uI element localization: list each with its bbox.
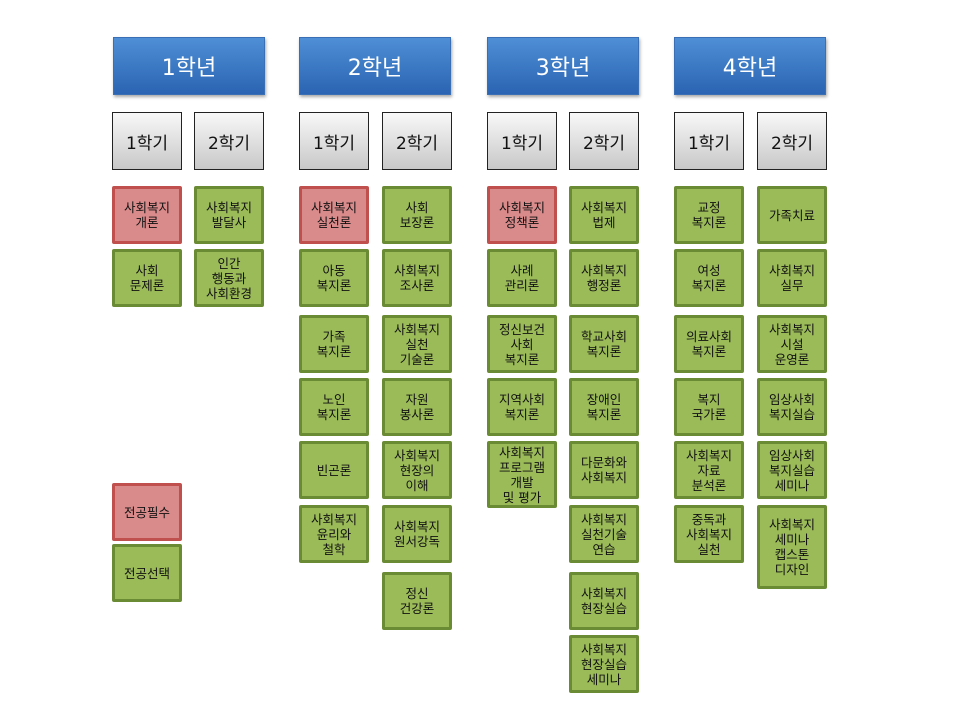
course-box: 교정 복지론	[674, 186, 744, 244]
course-box: 임상사회 복지실습 세미나	[757, 441, 827, 499]
course-box: 여성 복지론	[674, 249, 744, 307]
course-box: 학교사회 복지론	[569, 315, 639, 373]
course-box: 사회복지 발달사	[194, 186, 264, 244]
course-box: 가족치료	[757, 186, 827, 244]
semester-header: 1학기	[674, 112, 744, 170]
course-box: 사회복지 정책론	[487, 186, 557, 244]
course-box: 사회복지 현장실습	[569, 572, 639, 630]
course-box: 사회복지 세미나 캡스톤 디자인	[757, 505, 827, 589]
course-box: 사회복지 법제	[569, 186, 639, 244]
course-box: 복지 국가론	[674, 378, 744, 436]
semester-header: 1학기	[112, 112, 182, 170]
course-box: 사회복지 프로그램 개발 및 평가	[487, 441, 557, 508]
course-box: 사회 문제론	[112, 249, 182, 307]
course-box: 임상사회 복지실습	[757, 378, 827, 436]
legend-required: 전공필수	[112, 483, 182, 541]
semester-header: 1학기	[487, 112, 557, 170]
course-box: 아동 복지론	[299, 249, 369, 307]
year-header: 4학년	[674, 37, 826, 95]
course-box: 자원 봉사론	[382, 378, 452, 436]
course-box: 사회복지 조사론	[382, 249, 452, 307]
course-box: 사회 보장론	[382, 186, 452, 244]
course-box: 사회복지 윤리와 철학	[299, 505, 369, 563]
course-box: 정신 건강론	[382, 572, 452, 630]
course-box: 사회복지 자료 분석론	[674, 441, 744, 499]
course-box: 가족 복지론	[299, 315, 369, 373]
course-box: 장애인 복지론	[569, 378, 639, 436]
course-box: 인간 행동과 사회환경	[194, 249, 264, 307]
year-header: 1학년	[113, 37, 265, 95]
legend-elective: 전공선택	[112, 544, 182, 602]
course-box: 다문화와 사회복지	[569, 441, 639, 499]
course-box: 사회복지 실천 기술론	[382, 315, 452, 373]
semester-header: 2학기	[757, 112, 827, 170]
course-box: 사회복지 현장실습 세미나	[569, 635, 639, 693]
semester-header: 2학기	[569, 112, 639, 170]
course-box: 사회복지 현장의 이해	[382, 441, 452, 499]
semester-header: 2학기	[194, 112, 264, 170]
year-header: 2학년	[299, 37, 451, 95]
course-box: 사회복지 실천론	[299, 186, 369, 244]
course-box: 노인 복지론	[299, 378, 369, 436]
course-box: 사회복지 원서강독	[382, 505, 452, 563]
course-box: 빈곤론	[299, 441, 369, 499]
course-box: 의료사회 복지론	[674, 315, 744, 373]
course-box: 중독과 사회복지 실천	[674, 505, 744, 563]
course-box: 사례 관리론	[487, 249, 557, 307]
course-box: 정신보건 사회 복지론	[487, 315, 557, 373]
semester-header: 1학기	[299, 112, 369, 170]
course-box: 사회복지 실무	[757, 249, 827, 307]
semester-header: 2학기	[382, 112, 452, 170]
year-header: 3학년	[487, 37, 639, 95]
course-box: 지역사회 복지론	[487, 378, 557, 436]
course-box: 사회복지 시설 운영론	[757, 315, 827, 373]
course-box: 사회복지 개론	[112, 186, 182, 244]
course-box: 사회복지 실천기술 연습	[569, 505, 639, 563]
course-box: 사회복지 행정론	[569, 249, 639, 307]
